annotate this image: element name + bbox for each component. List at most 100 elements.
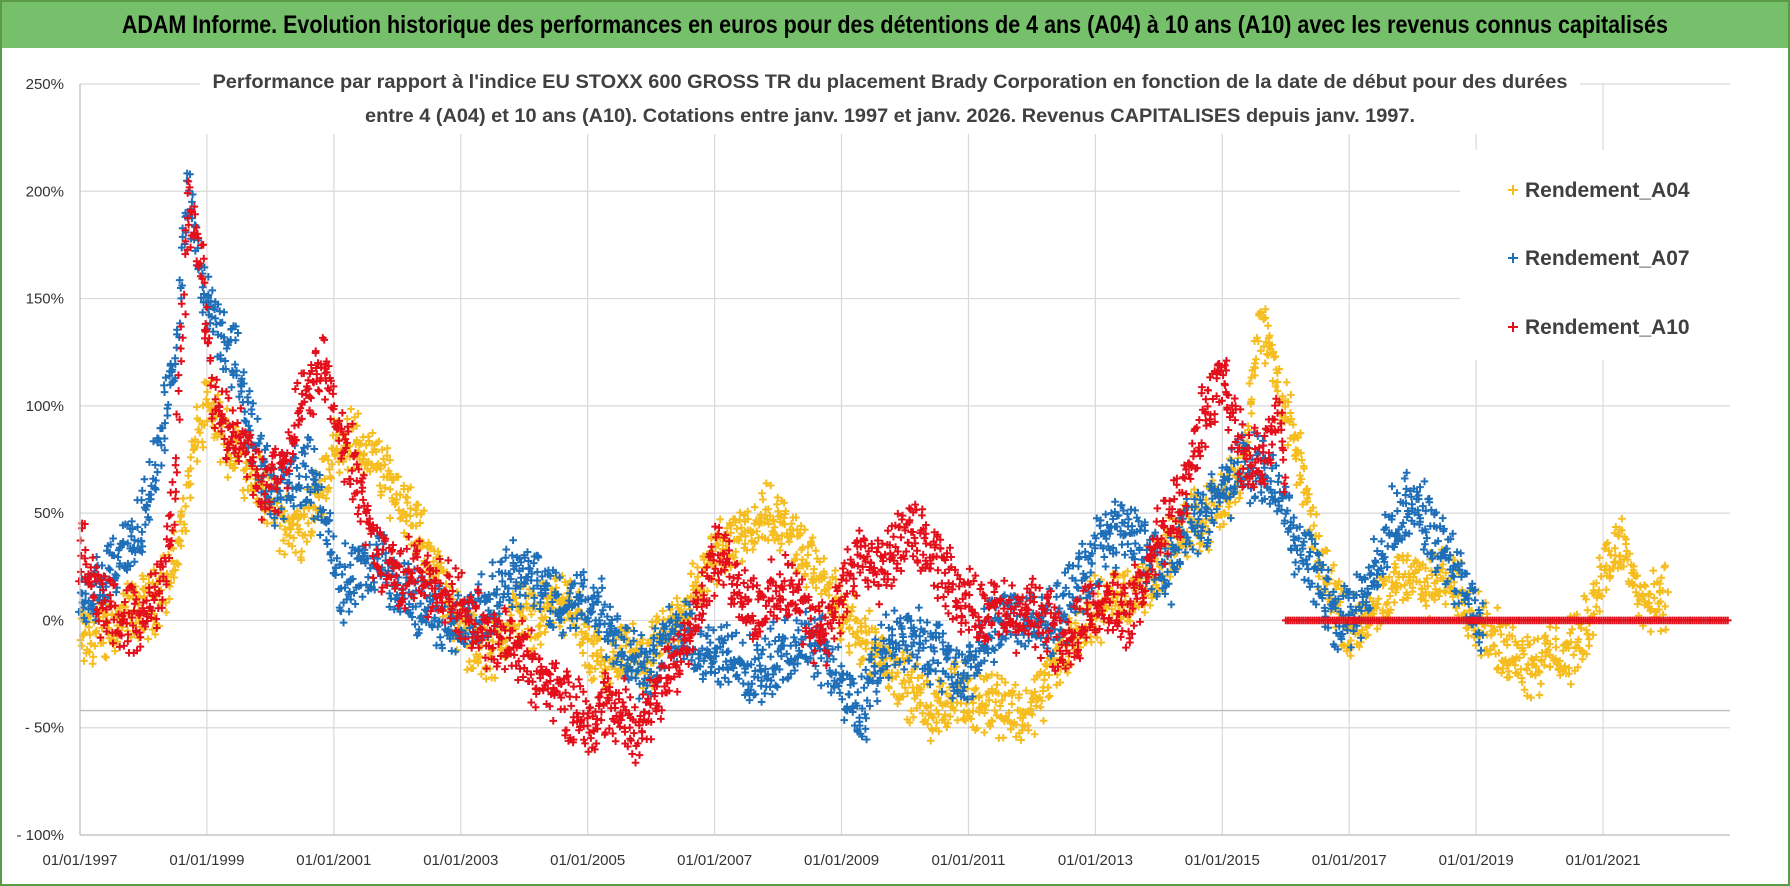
series-a04-point [80,657,88,665]
series-a04-point [856,660,864,668]
series-a04-point [541,613,550,622]
series-a04-point [1661,625,1670,634]
series-a04-point [777,540,786,548]
series-a04-point [414,500,422,509]
series-a04-point [175,517,184,526]
series-a04-point [892,672,900,681]
series-a04-point [903,689,912,697]
series-a04-point [629,619,637,628]
series-a04-point [691,578,700,586]
series-a04-point [324,483,333,492]
series-a04-point [865,607,874,615]
series-a04-point [171,566,180,574]
series-a04-point [597,646,605,655]
series-a04-point [987,716,996,725]
series-a07-point [385,589,394,598]
series-a04-point [209,422,218,431]
series-a04-point [1422,601,1431,610]
series-a04-point [999,733,1008,742]
series-a04-point [547,585,556,593]
series-a07-point [862,714,870,723]
series-a04-point [357,439,366,448]
series-a04-point [905,718,914,727]
series-a04-point [846,612,855,620]
series-a07-point [138,486,147,495]
series-a07-point [635,694,644,703]
series-a04-point [377,488,386,496]
series-a04-point [918,709,927,718]
series-a04-point [942,723,951,731]
series-a04-point [524,625,532,633]
series-a07-point [163,411,172,420]
series-a04-point [244,486,252,494]
series-a07-point [890,606,899,615]
series-a04-point [884,682,893,691]
series-a04-point [193,457,201,466]
series-a07-point [505,570,514,578]
series-a04-point [590,674,598,683]
series-a07-point [326,509,334,517]
series-a04-point [293,521,302,529]
series-a04-point [1522,666,1531,674]
series-a04-point [602,665,611,674]
series-a04-point [831,566,840,575]
series-a04-point [511,594,520,602]
series-a04-point [416,519,424,527]
series-a07-point [140,475,149,484]
series-a04-point [1141,608,1149,617]
series-a10-point [172,454,180,462]
series-a04-point [764,505,773,513]
series-a10-point [171,461,180,469]
series-a07-point [990,658,998,666]
series-a04-point [177,542,185,550]
series-a04-point [918,671,926,680]
series-a07-point [724,678,733,686]
series-a04-point [78,641,86,650]
series-a04-point [907,673,915,682]
series-a07-point [872,687,881,696]
series-a04-point [392,495,401,504]
series-a04-point [1551,635,1560,643]
series-a04-point [1231,498,1239,506]
title-background [200,62,1580,134]
series-a07-point [861,666,870,674]
series-a07-point [411,620,419,629]
series-a04-point [776,546,784,555]
series-a04-point [949,703,957,712]
series-a07-point [1246,499,1254,507]
series-a07-point [1081,547,1090,556]
series-a04-point [703,587,712,595]
series-a04-point [1005,708,1013,717]
series-a04-point [727,563,735,571]
series-a07-point [220,308,228,317]
series-a07-point [806,640,814,649]
series-a07-point [923,618,931,627]
series-a07-point [877,621,886,629]
series-a04-point [165,595,174,603]
series-a04-point [901,683,909,692]
series-a04-point [1641,582,1650,591]
series-a04-point [463,665,472,674]
series-a07-point [761,689,769,698]
series-a04-point [812,584,820,592]
series-a07-point [706,638,715,647]
series-a04-point [285,531,294,540]
series-a04-point [386,514,394,522]
series-a04-point [192,403,201,411]
series-a04-point [354,409,362,418]
series-a04-point [381,460,389,469]
series-a04-point [1282,378,1291,387]
series-a04-point [167,578,175,587]
series-a04-point [861,622,870,631]
series-a07-point [703,632,712,640]
series-a04-point [297,547,306,556]
series-a04-point [263,519,272,528]
series-a07-point [310,445,319,453]
series-a04-point [609,648,618,656]
report-banner: ADAM Informe. Evolution historique des p… [2,2,1788,48]
series-a07-point [323,540,332,548]
series-a04-point [289,534,298,542]
series-a04-point [536,621,544,630]
series-a04-point [406,504,415,513]
